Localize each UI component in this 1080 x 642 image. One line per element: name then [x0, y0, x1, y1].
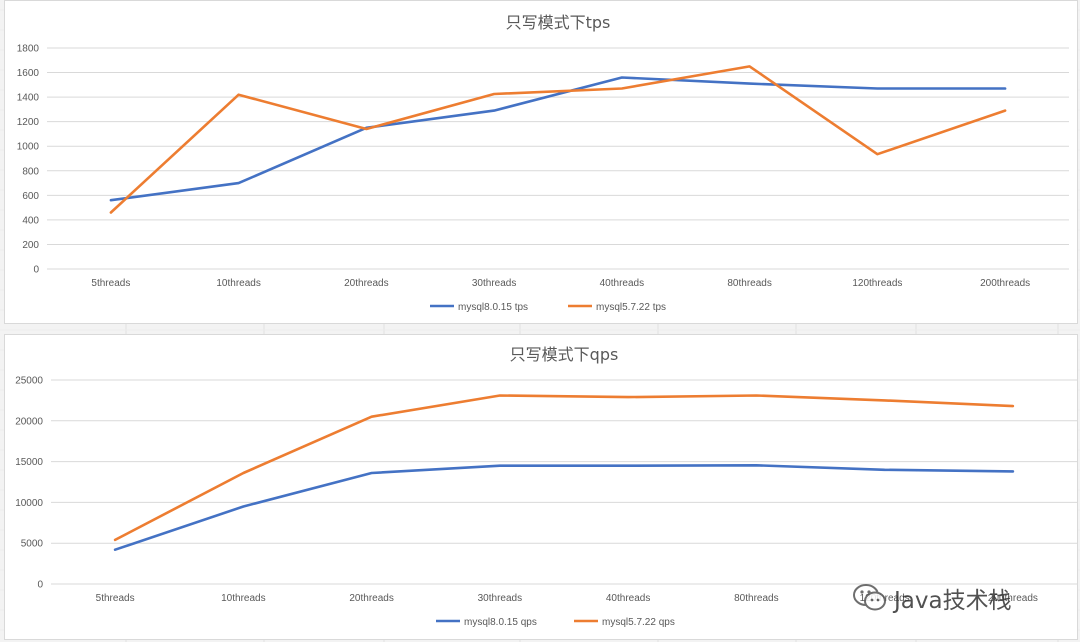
x-tick-label: 5threads — [91, 278, 130, 289]
x-tick-label: 10threads — [221, 593, 265, 604]
y-tick-label: 1200 — [17, 117, 40, 128]
y-tick-label: 0 — [33, 265, 39, 276]
wechat-icon — [853, 584, 886, 611]
watermark-text: Java技术栈 — [894, 588, 1012, 614]
y-tick-label: 20000 — [15, 416, 43, 427]
chart-qps-panel[interactable]: 只写模式下qps 0 5000 10000 15000 20000 25000 5thread… — [4, 334, 1078, 640]
y-tick-label: 200 — [22, 240, 39, 251]
x-tick-label: 10threads — [216, 278, 260, 289]
legend-label: mysql8.0.15 qps — [464, 617, 537, 628]
chart-title: 只写模式下qps — [510, 345, 619, 364]
x-tick-label: 30threads — [478, 593, 522, 604]
legend-label: mysql5.7.22 qps — [602, 617, 675, 628]
x-tick-label: 80threads — [727, 278, 771, 289]
x-tick-label: 20threads — [344, 278, 388, 289]
y-tick-label: 800 — [22, 166, 39, 177]
series-line — [109, 65, 1007, 214]
x-tick-label: 30threads — [472, 278, 516, 289]
x-tick-label: 40threads — [606, 593, 650, 604]
series-line — [113, 394, 1015, 542]
chart-title: 只写模式下tps — [506, 13, 611, 32]
x-tick-label: 40threads — [600, 278, 644, 289]
watermark: Java技术栈 — [852, 578, 1062, 618]
tps-line-chart: 只写模式下tps 0 200 400 600 800 1000 1200 1400 1600 180… — [17, 13, 1069, 313]
chart-tps-panel[interactable]: 只写模式下tps 0 200 400 600 800 1000 1200 1400 1600 180… — [4, 0, 1078, 324]
y-tick-label: 15000 — [15, 457, 43, 468]
legend-label: mysql8.0.15 tps — [458, 302, 528, 313]
y-tick-label: 600 — [22, 191, 39, 202]
y-tick-label: 25000 — [15, 376, 43, 387]
series-line — [113, 464, 1015, 551]
y-tick-label: 10000 — [15, 498, 43, 509]
x-tick-label: 200threads — [980, 278, 1030, 289]
legend-label: mysql5.7.22 tps — [596, 302, 666, 313]
y-tick-label: 1800 — [17, 44, 40, 55]
y-tick-label: 1600 — [17, 68, 40, 79]
x-tick-label: 80threads — [734, 593, 778, 604]
x-tick-label: 200threads — [988, 593, 1038, 604]
y-tick-label: 400 — [22, 215, 39, 226]
x-tick-label: 5threads — [96, 593, 135, 604]
x-tick-label: 20threads — [349, 593, 393, 604]
x-tick-label: 120threads — [852, 278, 902, 289]
series-line — [109, 76, 1007, 202]
y-tick-label: 5000 — [21, 539, 44, 550]
y-tick-label: 1000 — [17, 142, 40, 153]
y-tick-label: 0 — [37, 580, 43, 591]
y-tick-label: 1400 — [17, 93, 40, 104]
